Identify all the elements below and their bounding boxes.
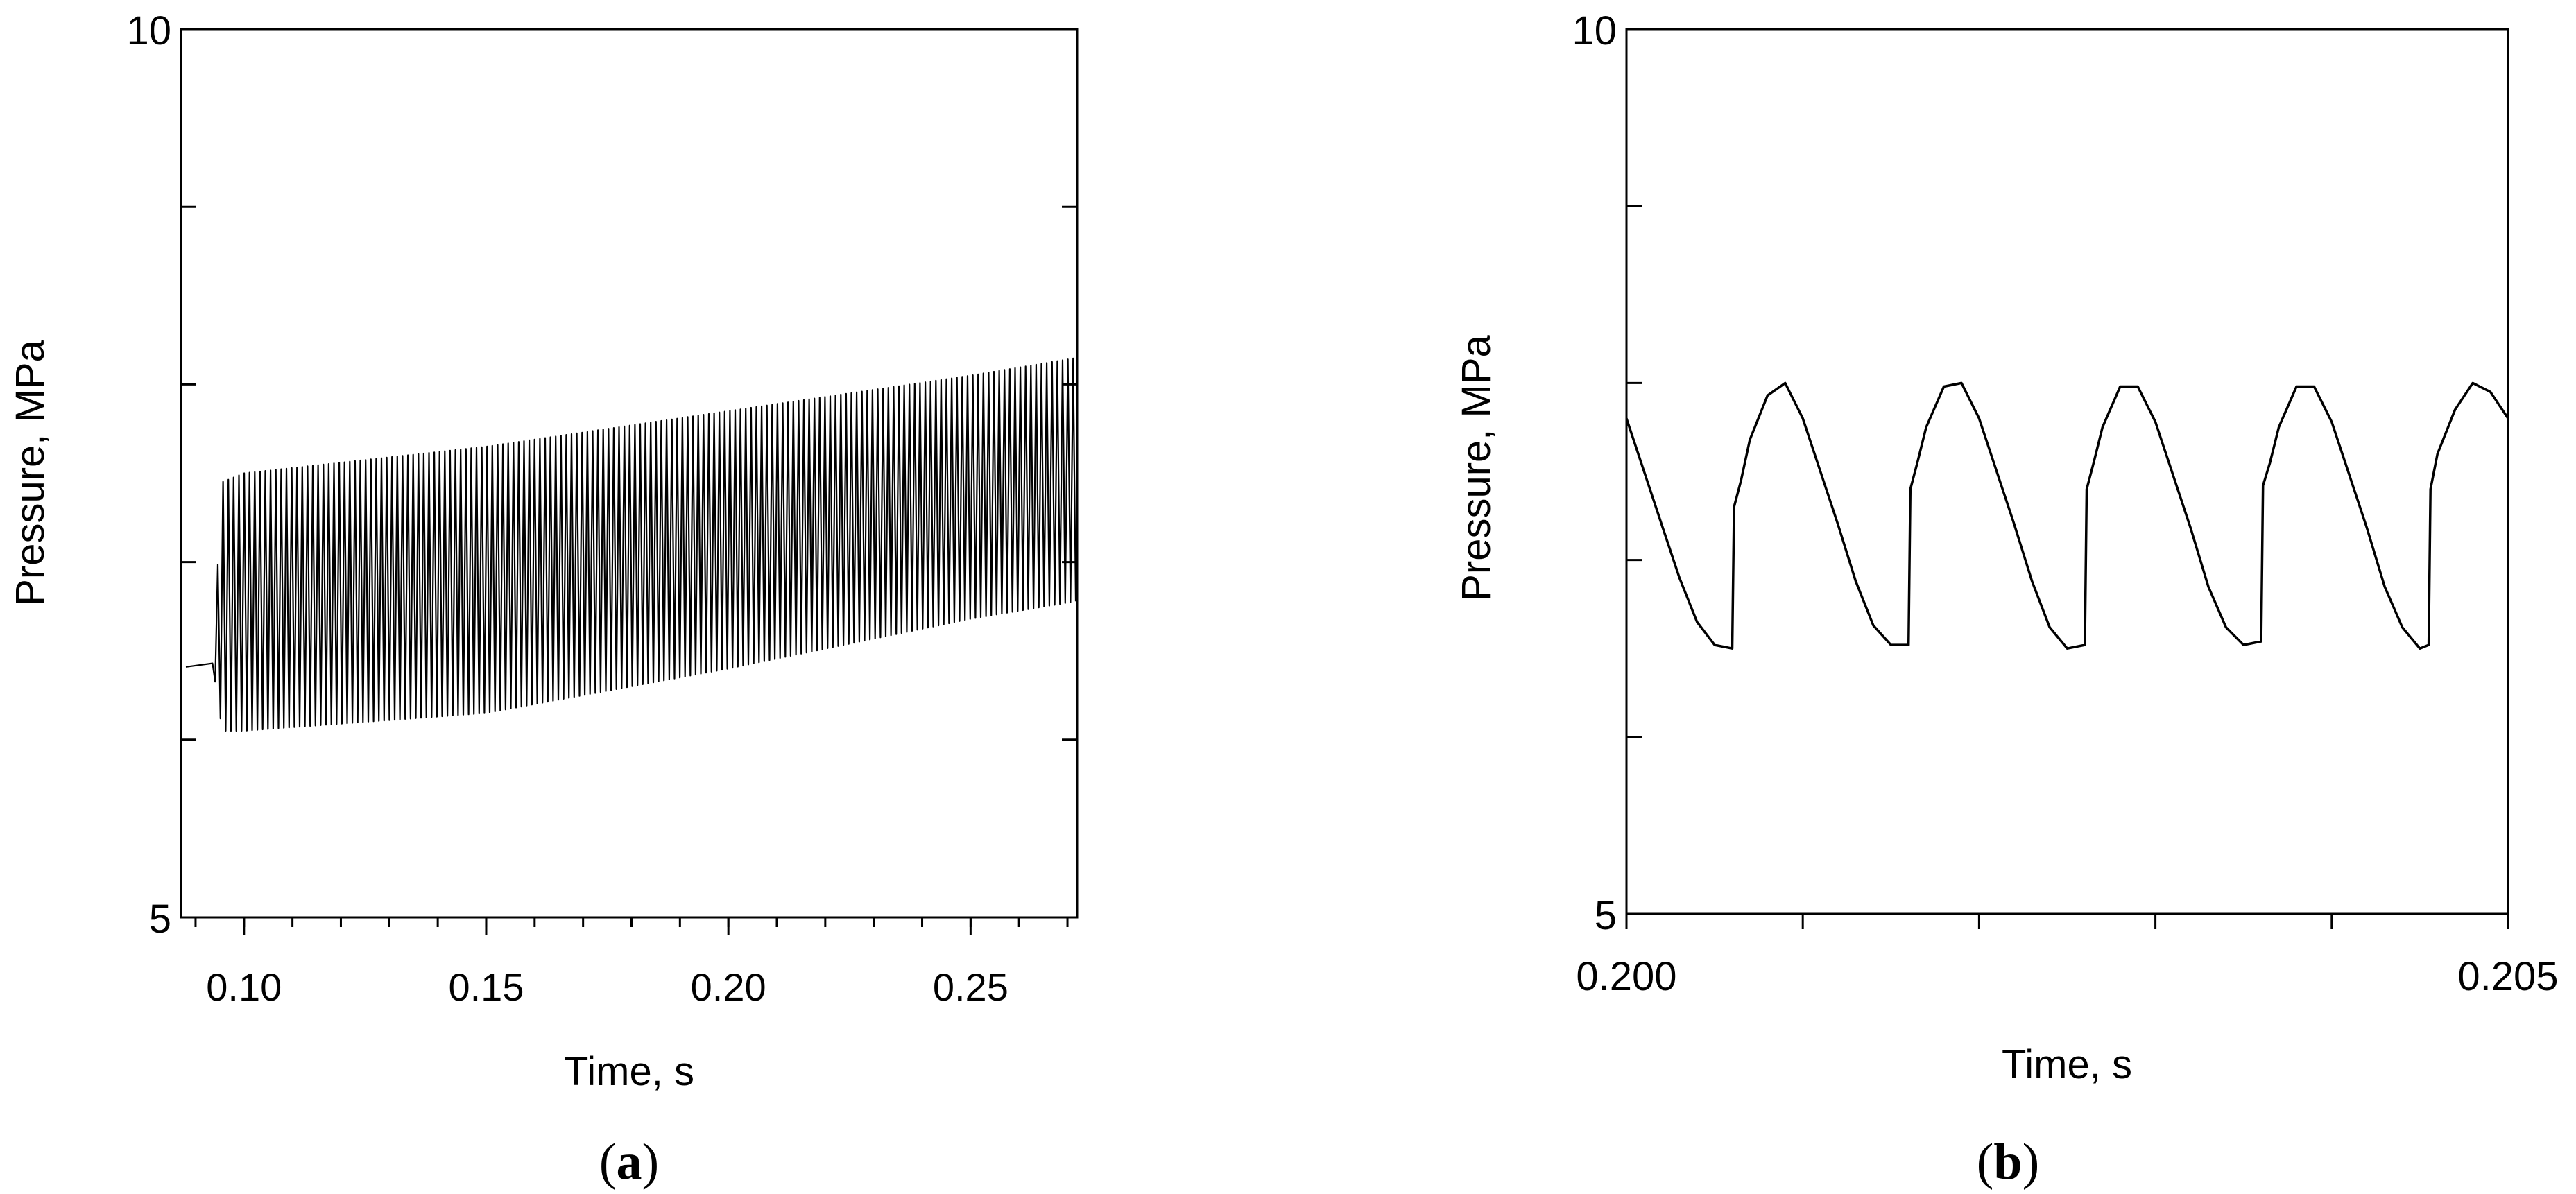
- x-tick-label-b-0: 0.200: [1576, 954, 1676, 999]
- y-tick-label-b-1: 10: [1572, 8, 1617, 53]
- plot-frame-a: [180, 28, 1079, 919]
- y-tick-labels-b: 5 10: [1572, 8, 1617, 938]
- panel-a: 5 10 0.10 0.15 0.20 0.25 Time, s Pressure, M…: [8, 8, 1079, 1191]
- panel-label-a-letter: a: [617, 1134, 642, 1191]
- y-axis-label-a: Pressure, MPa: [8, 339, 53, 605]
- x-ticks-b: [1625, 914, 2509, 929]
- x-tick-label-a-2: 0.20: [691, 965, 766, 1009]
- panel-label-b-letter: b: [1993, 1134, 2022, 1191]
- y-ticks-b: [1626, 28, 1642, 915]
- pressure-series-b: [1625, 381, 2509, 650]
- y-tick-labels-a: 5 10: [126, 8, 171, 942]
- x-tick-label-a-3: 0.25: [933, 965, 1008, 1009]
- x-ticks-a: [194, 917, 1069, 935]
- y-ticks-a: [181, 28, 1077, 919]
- y-tick-label-a-1: 10: [126, 8, 171, 53]
- plot-frame-b: [1625, 28, 2509, 915]
- panel-label-b: (b): [1977, 1134, 2039, 1191]
- pressure-series-a: [185, 357, 1077, 732]
- y-axis-label-b: Pressure, MPa: [1454, 334, 1499, 600]
- y-tick-label-a-0: 5: [149, 897, 171, 942]
- panel-b: 5 10 0.200 0.205 Time, s Pressure, MPa (b): [1454, 8, 2559, 1191]
- x-tick-labels-b: 0.200 0.205: [1576, 954, 2558, 999]
- y-tick-label-b-0: 5: [1595, 893, 1617, 938]
- x-axis-label-a: Time, s: [564, 1049, 694, 1094]
- x-tick-label-a-1: 0.15: [448, 965, 524, 1009]
- x-tick-label-a-0: 0.10: [206, 965, 282, 1009]
- panel-label-a: (a): [599, 1134, 659, 1191]
- x-axis-label-b: Time, s: [2002, 1042, 2132, 1087]
- x-tick-labels-a: 0.10 0.15 0.20 0.25: [206, 965, 1008, 1009]
- x-tick-label-b-1: 0.205: [2457, 954, 2558, 999]
